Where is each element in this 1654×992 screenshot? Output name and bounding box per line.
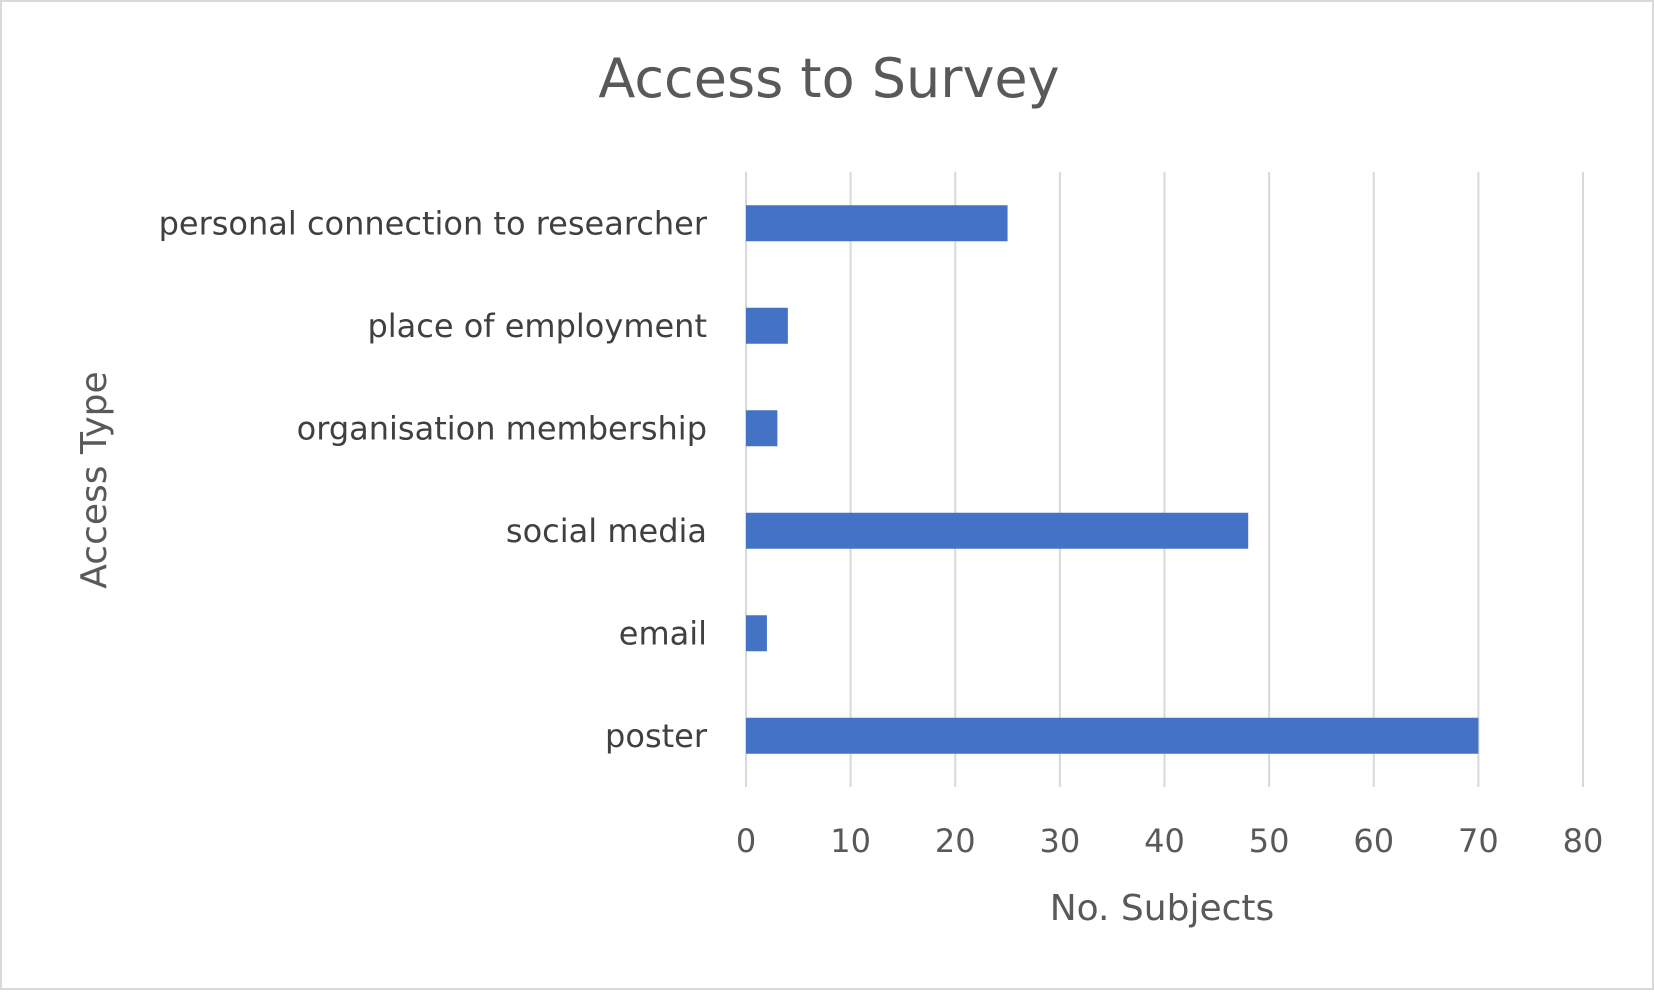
bar	[746, 615, 767, 652]
category-label: poster	[605, 717, 708, 755]
bar	[746, 205, 1008, 242]
x-tick-label: 80	[1563, 822, 1604, 860]
category-labels: personal connection to researcher place o…	[159, 204, 708, 755]
x-axis-title: No. Subjects	[1050, 888, 1275, 929]
bars	[746, 205, 1479, 754]
category-label: place of employment	[367, 307, 707, 345]
grid-lines	[745, 172, 1584, 787]
x-tick-label: 50	[1249, 822, 1290, 860]
category-label: social media	[506, 512, 707, 550]
category-label: organisation membership	[297, 409, 707, 447]
x-tick-label: 0	[736, 822, 756, 860]
chart-title: Access to Survey	[598, 47, 1059, 110]
x-tick-label: 60	[1353, 822, 1394, 860]
y-axis-title: Access Type	[74, 371, 115, 588]
x-tick-label: 40	[1144, 822, 1185, 860]
bar	[746, 512, 1249, 549]
x-tick-label: 20	[935, 822, 976, 860]
bar	[746, 717, 1479, 754]
category-label: personal connection to researcher	[159, 204, 708, 242]
x-tick-labels: 0 10 20 30 40 50 60 70 80	[736, 822, 1604, 860]
x-tick-label: 70	[1458, 822, 1499, 860]
category-label: email	[619, 614, 707, 652]
bar	[746, 307, 788, 344]
bar	[746, 410, 778, 447]
x-tick-label: 10	[830, 822, 871, 860]
x-tick-label: 30	[1040, 822, 1081, 860]
